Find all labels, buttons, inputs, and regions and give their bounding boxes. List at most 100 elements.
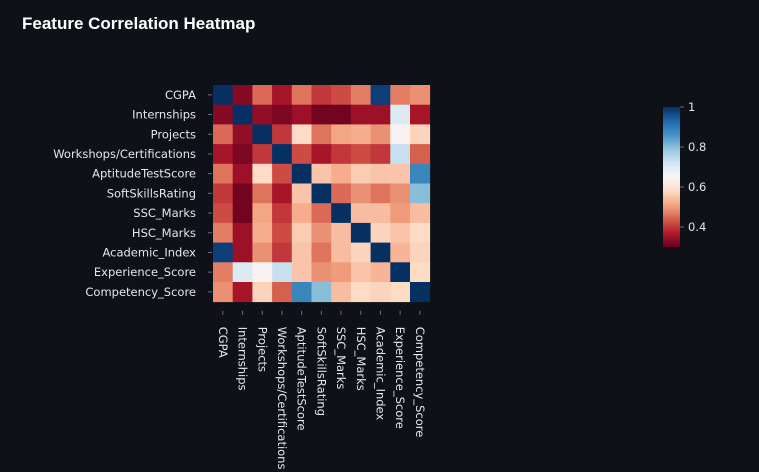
heatmap-cell	[390, 183, 411, 204]
heatmap-cell	[232, 183, 253, 204]
heatmap-cell	[350, 203, 371, 224]
heatmap-cell	[232, 242, 253, 263]
colorbar-tick-label: 0.8	[688, 140, 706, 154]
y-tick-label: SoftSkillsRating	[107, 186, 196, 200]
x-tick-label: Workshops/Certifications	[275, 327, 289, 470]
heatmap-cell	[311, 222, 332, 243]
heatmap-cell	[272, 144, 293, 165]
heatmap-cell	[291, 282, 312, 303]
heatmap-cell	[370, 163, 391, 184]
heatmap-cell	[370, 203, 391, 224]
heatmap-cell	[331, 262, 352, 283]
heatmap-cell	[291, 144, 312, 165]
y-tick-label: Academic_Index	[102, 245, 196, 259]
heatmap-cell	[390, 124, 411, 145]
x-tick-label: SoftSkillsRating	[314, 327, 328, 416]
heatmap-cell	[272, 262, 293, 283]
heatmap-cell	[232, 85, 253, 106]
heatmap-cell	[410, 262, 431, 283]
heatmap-cell	[311, 144, 332, 165]
y-axis-labels: CGPA Internships Projects Workshops/Certifi…	[53, 88, 212, 299]
y-tick-label: HSC_Marks	[132, 226, 196, 240]
heatmap-cell	[252, 242, 273, 263]
heatmap-cell	[350, 124, 371, 145]
heatmap-cell	[390, 282, 411, 303]
heatmap-cell	[291, 183, 312, 204]
heatmap-cell	[311, 163, 332, 184]
heatmap-cell	[331, 85, 352, 106]
heatmap-cell	[350, 262, 371, 283]
heatmap-cell	[213, 85, 234, 106]
heatmap-cell	[213, 282, 234, 303]
heatmap-cell	[232, 124, 253, 145]
heatmap-cell	[311, 85, 332, 106]
x-tick-label: Experience_Score	[393, 327, 407, 429]
colorbar-tick-label: 0.4	[688, 220, 706, 234]
heatmap-cell	[350, 222, 371, 243]
heatmap-cell	[291, 124, 312, 145]
heatmap-cell	[390, 144, 411, 165]
heatmap-cell	[213, 222, 234, 243]
heatmap-cell	[350, 183, 371, 204]
heatmap-cell	[331, 124, 352, 145]
heatmap-cell	[272, 203, 293, 224]
y-tick-label: Experience_Score	[94, 265, 196, 279]
heatmap-cell	[213, 203, 234, 224]
y-tick-label: SSC_Marks	[133, 206, 196, 220]
heatmap-cell	[272, 222, 293, 243]
heatmap-cell	[291, 203, 312, 224]
heatmap-cell	[232, 163, 253, 184]
heatmap-cells	[213, 85, 431, 303]
heatmap-cell	[232, 104, 253, 125]
heatmap-cell	[390, 203, 411, 224]
heatmap-cell	[291, 104, 312, 125]
heatmap-cell	[252, 262, 273, 283]
heatmap-cell	[232, 222, 253, 243]
heatmap-cell	[232, 203, 253, 224]
heatmap-cell	[331, 222, 352, 243]
heatmap-cell	[370, 282, 391, 303]
heatmap-cell	[311, 203, 332, 224]
heatmap-cell	[331, 282, 352, 303]
heatmap-cell	[272, 163, 293, 184]
x-tick-label: HSC_Marks	[354, 327, 368, 391]
heatmap-cell	[390, 242, 411, 263]
heatmap-cell	[252, 104, 273, 125]
heatmap-cell	[410, 222, 431, 243]
heatmap-cell	[213, 104, 234, 125]
heatmap-cell	[350, 104, 371, 125]
heatmap-cell	[370, 242, 391, 263]
heatmap-cell	[213, 242, 234, 263]
heatmap-cell	[390, 222, 411, 243]
chart-title: Feature Correlation Heatmap	[22, 14, 256, 33]
colorbar: 0.4 0.6 0.8 1	[663, 100, 706, 247]
heatmap-cell	[390, 262, 411, 283]
heatmap-cell	[213, 183, 234, 204]
heatmap-cell	[350, 163, 371, 184]
heatmap-cell	[252, 85, 273, 106]
heatmap-cell	[311, 242, 332, 263]
heatmap-cell	[311, 282, 332, 303]
heatmap-cell	[272, 85, 293, 106]
heatmap-cell	[410, 242, 431, 263]
heatmap-cell	[370, 104, 391, 125]
heatmap-cell	[410, 183, 431, 204]
heatmap-cell	[272, 124, 293, 145]
heatmap-cell	[410, 124, 431, 145]
heatmap-cell	[272, 282, 293, 303]
heatmap-cell	[252, 282, 273, 303]
heatmap-cell	[213, 163, 234, 184]
x-tick-label: Projects	[255, 327, 269, 372]
colorbar-tick-label: 0.6	[688, 180, 706, 194]
y-tick-label: CGPA	[165, 88, 196, 102]
heatmap-cell	[252, 222, 273, 243]
heatmap-cell	[291, 242, 312, 263]
heatmap-cell	[291, 163, 312, 184]
x-tick-label: Internships	[236, 327, 250, 391]
heatmap-cell	[331, 163, 352, 184]
heatmap-cell	[370, 262, 391, 283]
heatmap-cell	[410, 104, 431, 125]
heatmap-cell	[252, 124, 273, 145]
heatmap-cell	[370, 144, 391, 165]
